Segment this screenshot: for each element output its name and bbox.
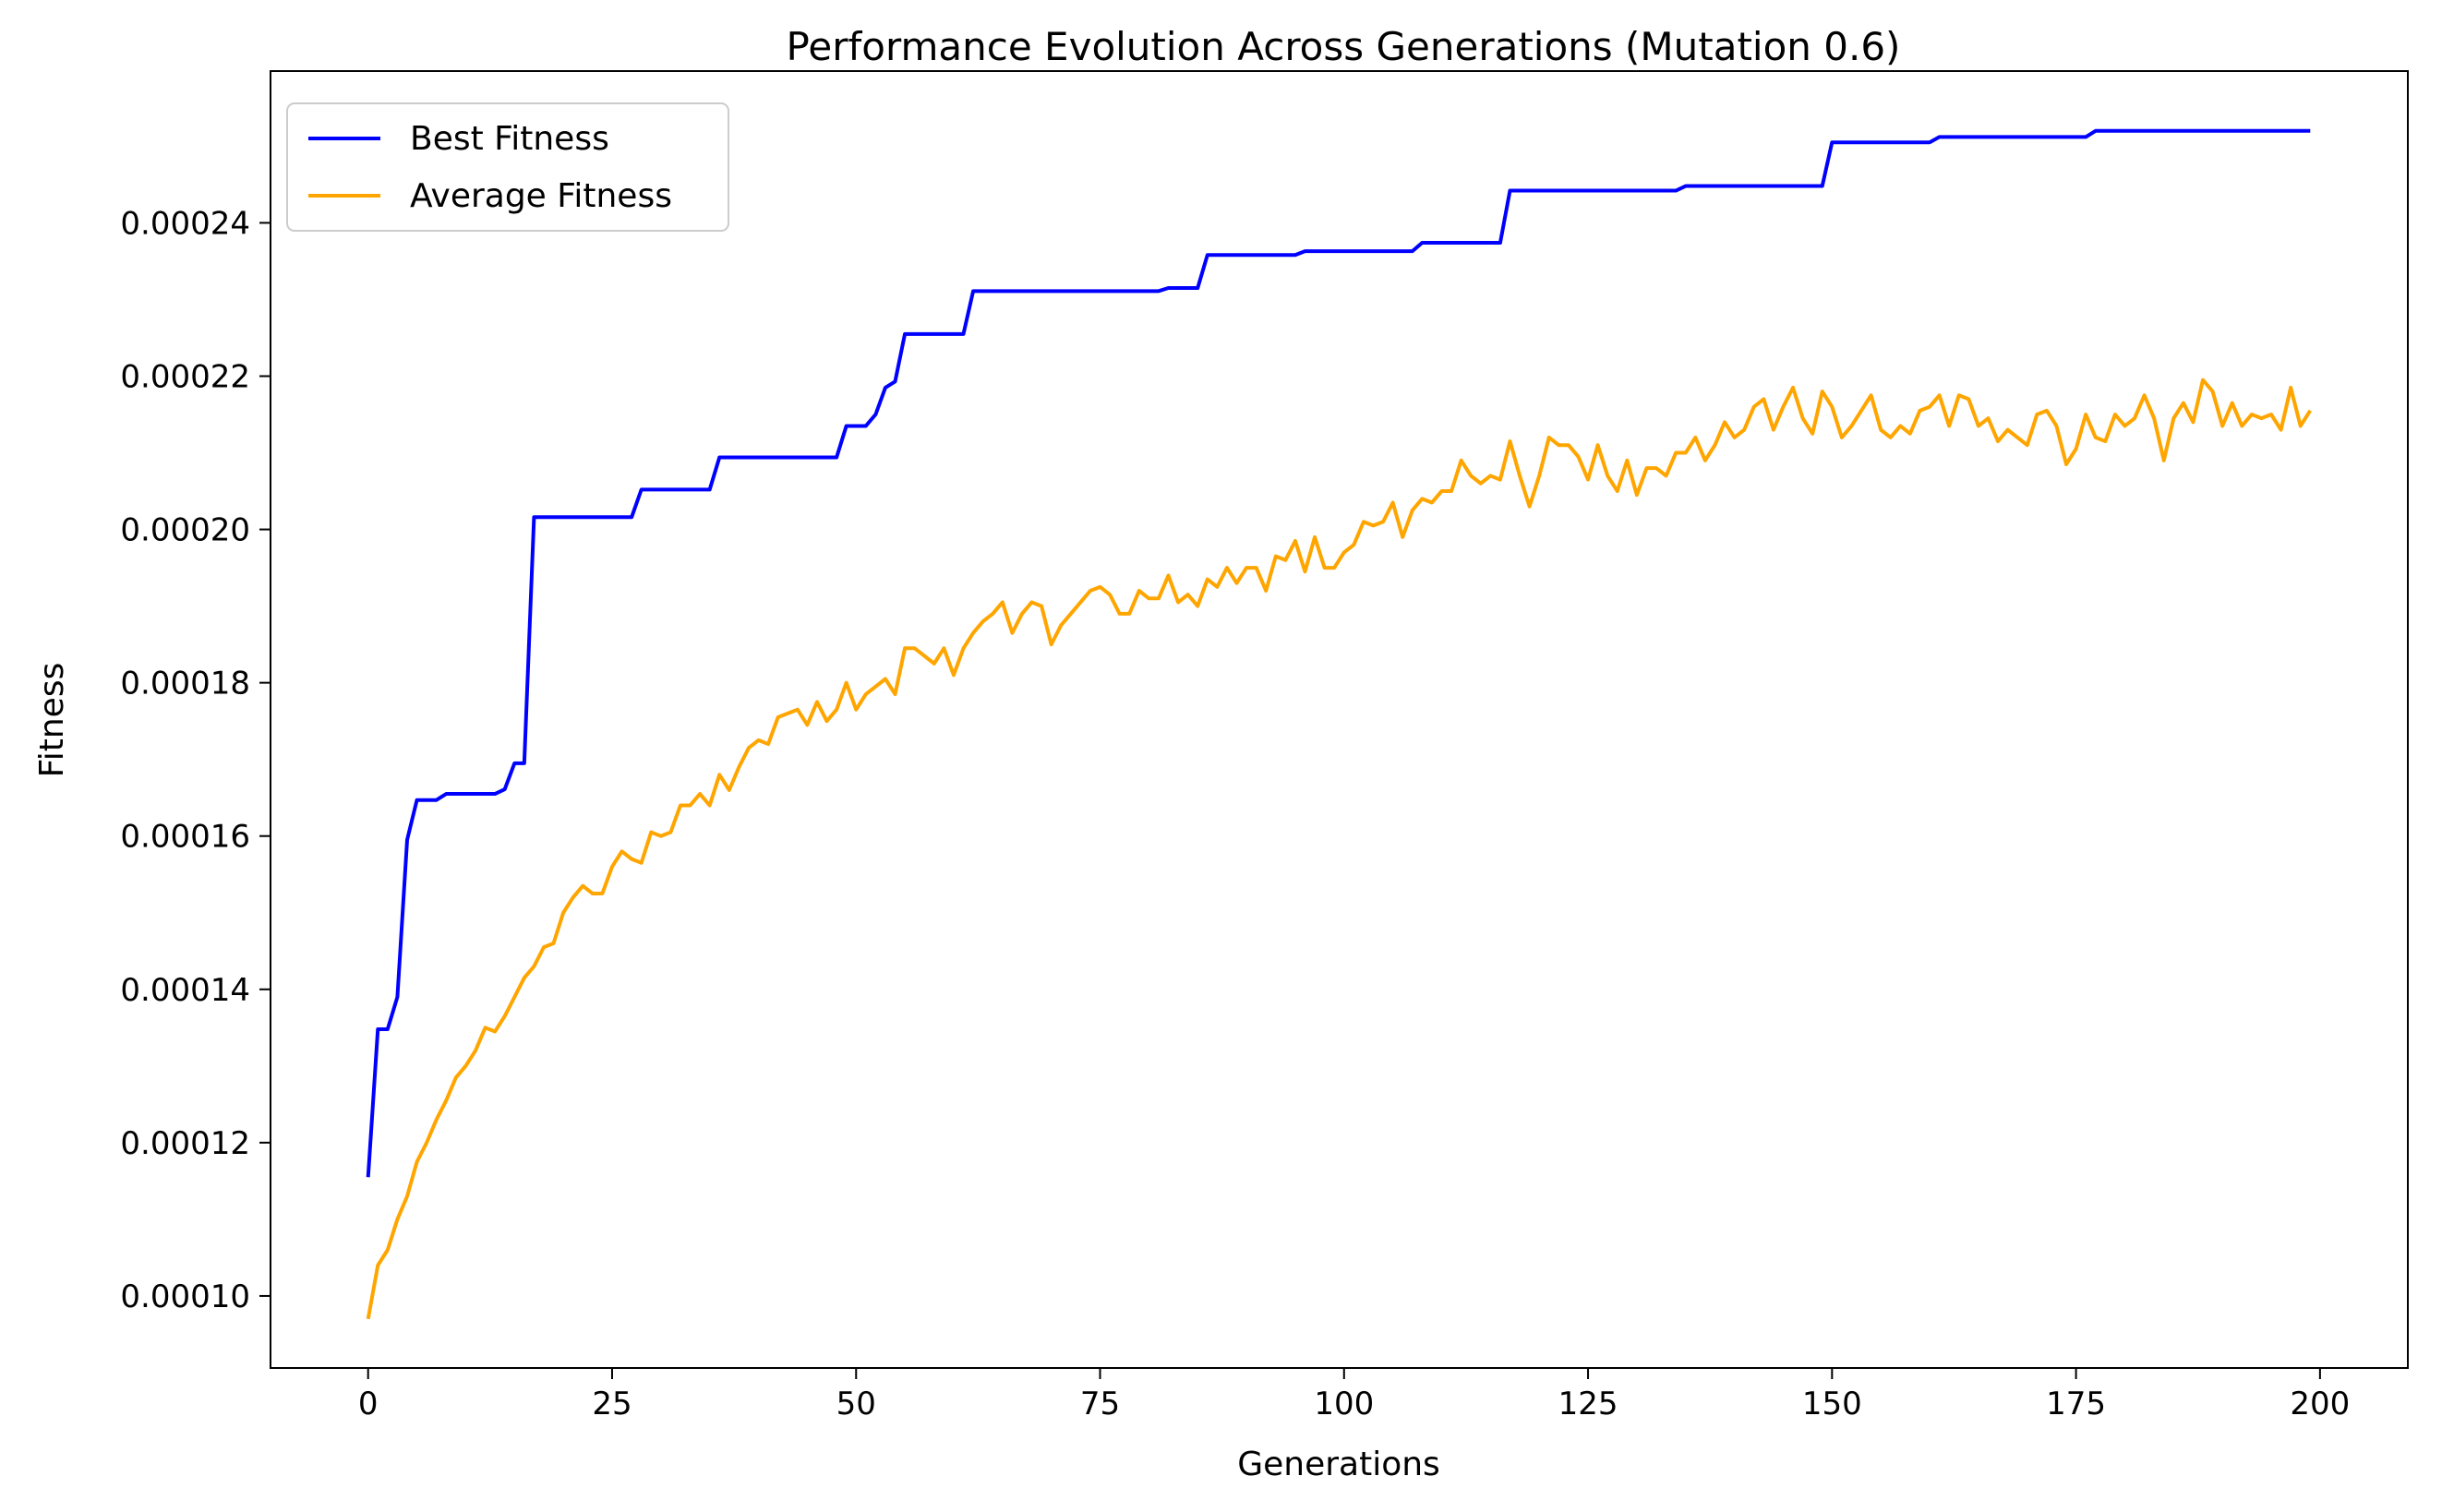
series-line-best-fitness (366, 128, 2311, 1178)
legend-label-best-fitness: Best Fitness (410, 120, 609, 158)
legend-box (286, 102, 729, 232)
x-tick-label: 75 (1080, 1386, 1120, 1422)
y-tick-label: 0.00018 (120, 666, 250, 702)
x-tick-label: 150 (1802, 1386, 1862, 1422)
chart-title: Performance Evolution Across Generations… (787, 24, 1901, 69)
x-axis-label: Generations (1237, 1446, 1440, 1483)
x-tick-label: 0 (358, 1386, 379, 1422)
y-tick-label: 0.00014 (120, 972, 250, 1009)
y-tick-label: 0.00012 (120, 1125, 250, 1162)
x-axis: 0 25 50 75 100 125 150 175 200 (358, 1368, 2350, 1422)
y-axis: 0.00010 0.00012 0.00014 0.00016 0.00018 0.000… (120, 205, 271, 1315)
y-tick-label: 0.00022 (120, 358, 250, 395)
legend-label-average-fitness: Average Fitness (410, 177, 672, 215)
x-tick-label: 25 (592, 1386, 632, 1422)
y-tick-label: 0.00024 (120, 205, 250, 242)
series-line-average-fitness (366, 378, 2312, 1320)
x-tick-label: 125 (1558, 1386, 1618, 1422)
plot-frame (270, 70, 2409, 1369)
y-tick-label: 0.00020 (120, 512, 250, 549)
y-tick-label: 0.00010 (120, 1278, 250, 1315)
x-tick-label: 50 (836, 1386, 876, 1422)
legend: Best Fitness Average Fitness (286, 102, 729, 232)
x-tick-label: 100 (1314, 1386, 1374, 1422)
x-tick-label: 200 (2290, 1386, 2350, 1422)
x-tick-label: 175 (2046, 1386, 2106, 1422)
y-axis-label: Fitness (33, 663, 71, 778)
y-tick-label: 0.00016 (120, 819, 250, 856)
series-layer (366, 128, 2312, 1320)
